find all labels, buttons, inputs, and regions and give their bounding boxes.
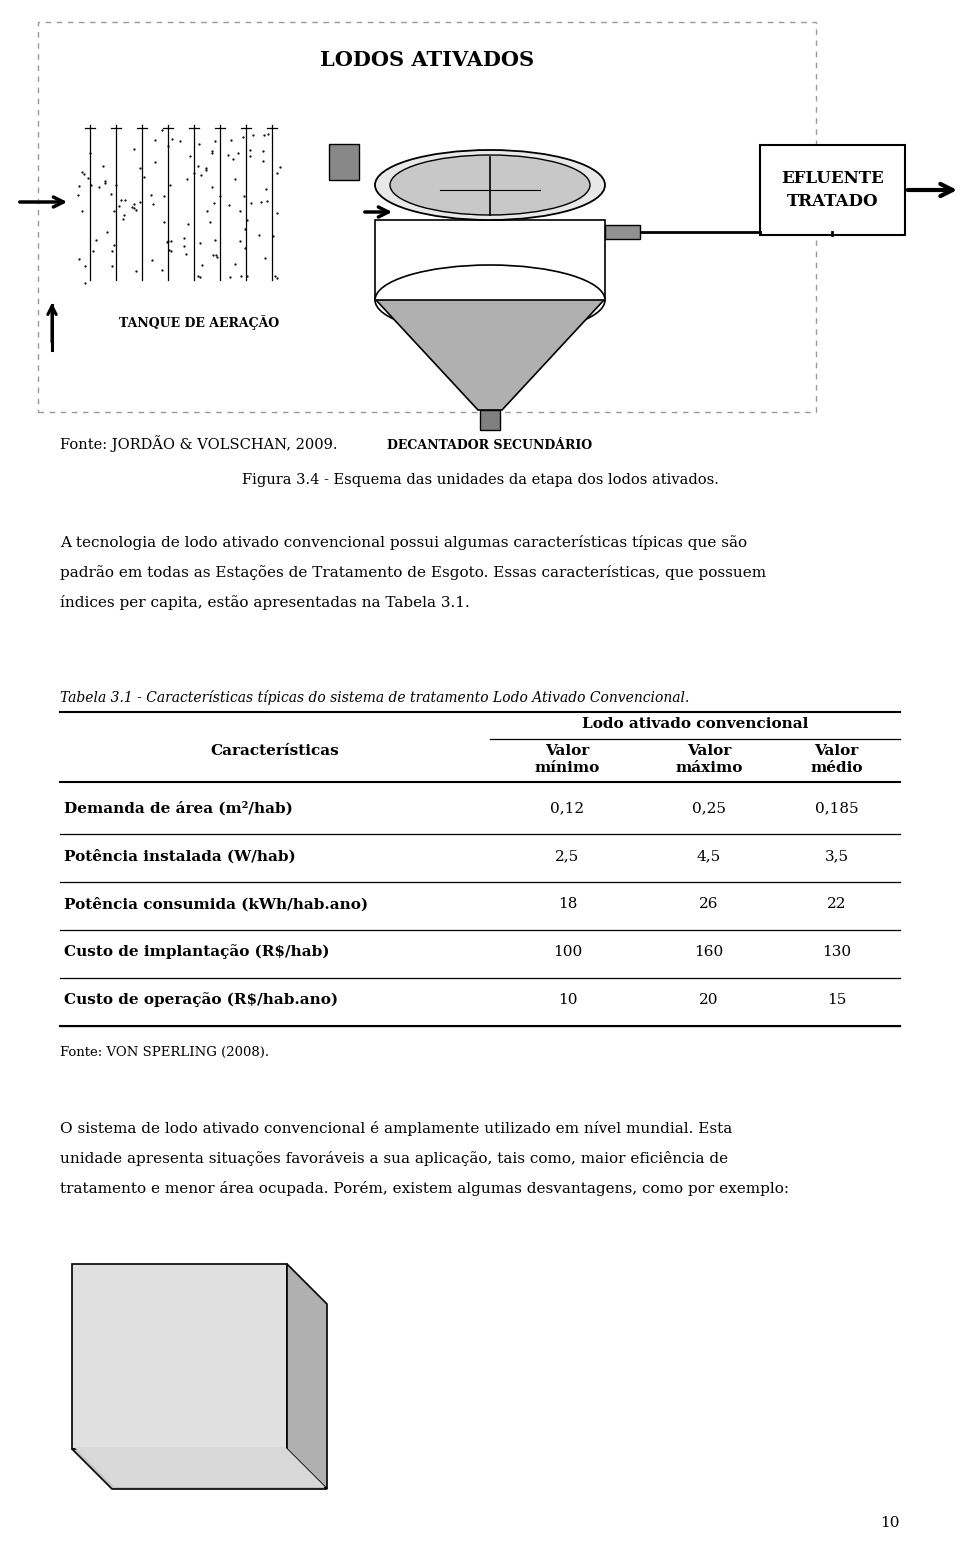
Text: 20: 20 [699, 993, 719, 1007]
Polygon shape [72, 1264, 287, 1448]
Text: Demanda de área (m²/hab): Demanda de área (m²/hab) [64, 801, 293, 815]
Text: 10: 10 [558, 993, 577, 1007]
Ellipse shape [390, 154, 590, 215]
Text: 130: 130 [822, 945, 852, 959]
Text: 0,25: 0,25 [692, 801, 726, 815]
Text: LODOS ATIVADOS: LODOS ATIVADOS [320, 50, 534, 70]
Polygon shape [72, 1448, 327, 1489]
Text: Potência consumida (kWh/hab.ano): Potência consumida (kWh/hab.ano) [64, 896, 368, 910]
Text: O sistema de lodo ativado convencional é amplamente utilizado em nível mundial. : O sistema de lodo ativado convencional é… [60, 1121, 732, 1137]
Text: 160: 160 [694, 945, 724, 959]
Bar [605, 224, 640, 239]
Text: 10: 10 [880, 1515, 900, 1529]
Text: 100: 100 [553, 945, 582, 959]
Text: 0,12: 0,12 [550, 801, 585, 815]
Text: EFLUENTE
TRATADO: EFLUENTE TRATADO [781, 170, 884, 210]
Bar [329, 143, 359, 179]
Ellipse shape [375, 265, 605, 335]
Text: 3,5: 3,5 [825, 850, 849, 864]
Text: unidade apresenta situações favoráveis a sua aplicação, tais como, maior eficiên: unidade apresenta situações favoráveis a… [60, 1151, 728, 1166]
Text: padrão em todas as Estações de Tratamento de Esgoto. Essas características, que : padrão em todas as Estações de Tratament… [60, 564, 766, 580]
Text: Fonte: VON SPERLING (2008).: Fonte: VON SPERLING (2008). [60, 1046, 269, 1059]
Text: Valor
máximo: Valor máximo [675, 744, 743, 775]
Text: Lodo ativado convencional: Lodo ativado convencional [582, 717, 808, 731]
Text: Custo de operação (R$/hab.ano): Custo de operação (R$/hab.ano) [64, 993, 338, 1007]
Text: 2,5: 2,5 [556, 850, 580, 864]
Polygon shape [74, 1447, 325, 1487]
Bar [480, 410, 500, 430]
Ellipse shape [375, 150, 605, 220]
Text: Potência instalada (W/hab): Potência instalada (W/hab) [64, 848, 296, 864]
Polygon shape [375, 220, 605, 299]
Text: Valor
mínimo: Valor mínimo [535, 744, 600, 775]
Text: Figura 3.4 - Esquema das unidades da etapa dos lodos ativados.: Figura 3.4 - Esquema das unidades da eta… [242, 472, 718, 486]
Text: 15: 15 [827, 993, 846, 1007]
Text: 26: 26 [699, 896, 719, 910]
Text: A tecnologia de lodo ativado convencional possui algumas características típicas: A tecnologia de lodo ativado convenciona… [60, 535, 747, 550]
Text: 0,185: 0,185 [815, 801, 858, 815]
Text: Fonte: JORDÃO & VOLSCHAN, 2009.: Fonte: JORDÃO & VOLSCHAN, 2009. [60, 435, 338, 452]
Polygon shape [376, 299, 604, 410]
Text: tratamento e menor área ocupada. Porém, existem algumas desvantagens, como por e: tratamento e menor área ocupada. Porém, … [60, 1182, 789, 1196]
Text: Características: Características [210, 744, 340, 758]
Polygon shape [287, 1264, 327, 1489]
Bar [38, 22, 816, 412]
Text: 4,5: 4,5 [697, 850, 721, 864]
Text: Valor
médio: Valor médio [810, 744, 863, 775]
Text: Tabela 3.1 - Características típicas do sistema de tratamento Lodo Ativado Conve: Tabela 3.1 - Características típicas do … [60, 691, 689, 705]
Text: DECANTADOR SECUNDÁRIO: DECANTADOR SECUNDÁRIO [388, 438, 592, 452]
Text: TANQUE DE AERAÇÃO: TANQUE DE AERAÇÃO [119, 315, 279, 331]
Text: 18: 18 [558, 896, 577, 910]
Text: 22: 22 [827, 896, 847, 910]
Text: índices per capita, estão apresentadas na Tabela 3.1.: índices per capita, estão apresentadas n… [60, 596, 469, 610]
Text: Custo de implantação (R$/hab): Custo de implantação (R$/hab) [64, 945, 329, 959]
Bar [760, 145, 905, 235]
